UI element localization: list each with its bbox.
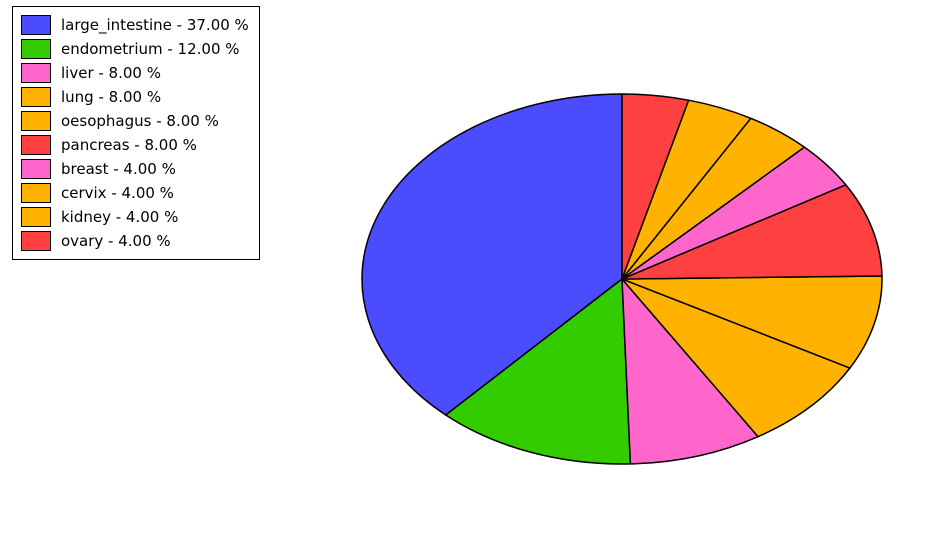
legend-label: endometrium - 12.00 %: [61, 40, 240, 58]
legend-item-lung: lung - 8.00 %: [21, 85, 249, 109]
legend-swatch: [21, 159, 51, 179]
legend-swatch: [21, 15, 51, 35]
legend-label: kidney - 4.00 %: [61, 208, 178, 226]
legend-item-breast: breast - 4.00 %: [21, 157, 249, 181]
legend-label: cervix - 4.00 %: [61, 184, 174, 202]
legend-label: liver - 8.00 %: [61, 64, 161, 82]
legend-item-liver: liver - 8.00 %: [21, 61, 249, 85]
legend-swatch: [21, 231, 51, 251]
legend-item-pancreas: pancreas - 8.00 %: [21, 133, 249, 157]
legend-swatch: [21, 207, 51, 227]
legend-swatch: [21, 87, 51, 107]
legend-swatch: [21, 135, 51, 155]
legend-label: breast - 4.00 %: [61, 160, 176, 178]
legend-item-large_intestine: large_intestine - 37.00 %: [21, 13, 249, 37]
legend-label: large_intestine - 37.00 %: [61, 16, 249, 34]
legend-item-kidney: kidney - 4.00 %: [21, 205, 249, 229]
legend-label: ovary - 4.00 %: [61, 232, 171, 250]
legend-item-cervix: cervix - 4.00 %: [21, 181, 249, 205]
legend-item-endometrium: endometrium - 12.00 %: [21, 37, 249, 61]
legend-swatch: [21, 63, 51, 83]
legend-swatch: [21, 39, 51, 59]
legend-swatch: [21, 183, 51, 203]
legend-label: pancreas - 8.00 %: [61, 136, 197, 154]
legend-item-oesophagus: oesophagus - 8.00 %: [21, 109, 249, 133]
legend-item-ovary: ovary - 4.00 %: [21, 229, 249, 253]
legend-swatch: [21, 111, 51, 131]
legend-label: lung - 8.00 %: [61, 88, 161, 106]
legend: large_intestine - 37.00 % endometrium - 1…: [12, 6, 260, 260]
legend-label: oesophagus - 8.00 %: [61, 112, 219, 130]
